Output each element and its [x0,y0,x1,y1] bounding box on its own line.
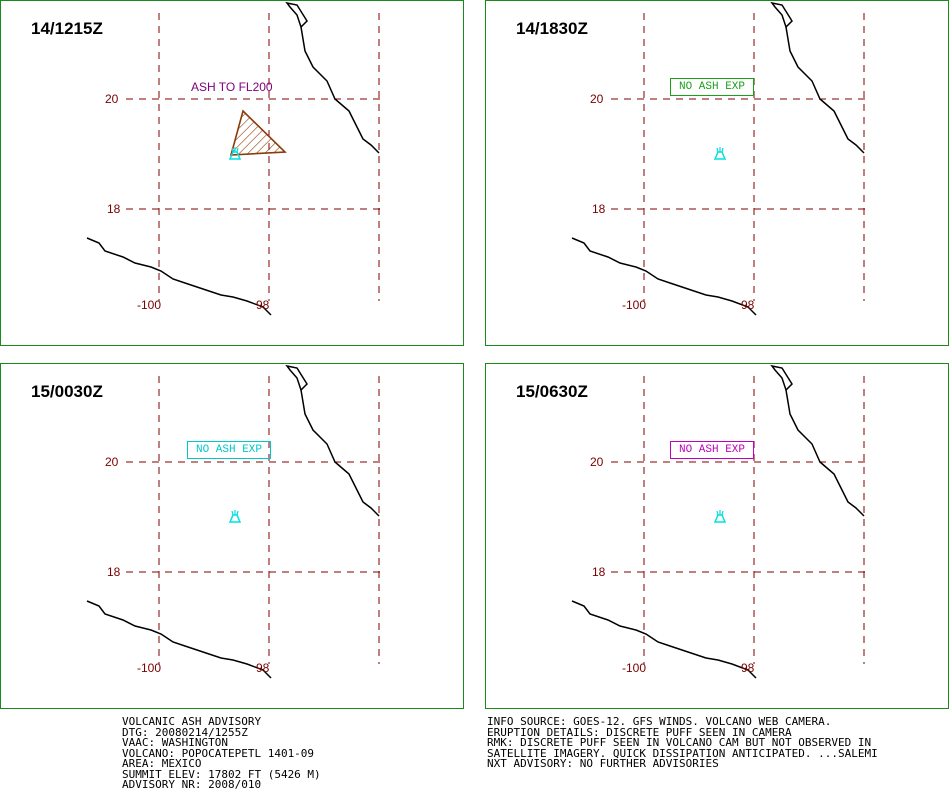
ash-forecast-note: NO ASH EXP [187,441,272,459]
longitude-label-100: -100 [622,661,647,675]
longitude-label-100: -100 [137,298,162,312]
info-source: INFO SOURCE: GOES-12. GFS WINDS. VOLCANO… [487,715,832,728]
longitude-label-100: -100 [622,298,647,312]
forecast-map-panel-4: 15/0630Z 20 18 -100 98 NO ASH EXP [485,363,949,709]
map-canvas [571,364,871,679]
advisory-title: VOLCANIC ASH ADVISORY [122,715,262,728]
forecast-map-panel-3: 15/0030Z 20 18 -100 98 NO ASH EXP [0,363,464,709]
next-advisory: NXT ADVISORY: NO FURTHER ADVISORIES [487,757,719,770]
longitude-label-98: 98 [741,661,755,675]
eruption-details: ERUPTION DETAILS: DISCRETE PUFF SEEN IN … [487,725,792,739]
map-canvas [86,1,386,316]
valid-time-label: 14/1215Z [31,19,103,38]
volcano-icon [228,147,242,160]
latitude-label-18: 18 [592,565,606,579]
remarks-line-2: SATELLITE IMAGERY. QUICK DISSIPATION ANT… [487,746,878,760]
latitude-label-20: 20 [105,455,119,469]
longitude-label-98: 98 [256,661,270,675]
valid-time-label: 15/0030Z [31,382,103,401]
ash-cloud-area [229,109,287,156]
remarks-line-1: RMK: DISCRETE PUFF SEEN IN VOLCANO CAM B… [487,736,872,749]
latitude-label-20: 20 [105,92,119,106]
lat-lon-grid [126,13,386,301]
forecast-map-panel-1: 14/1215Z 20 18 -100 98 ASH TO FL200 [0,0,464,346]
coastline [86,1,380,316]
valid-time-label: 14/1830Z [516,19,588,38]
advisory-area: AREA: MEXICO [122,757,202,770]
volcano-icon [713,147,727,160]
longitude-label-98: 98 [256,298,270,312]
coastline [571,1,865,316]
lat-lon-grid [611,376,871,664]
lat-lon-grid [611,13,871,301]
map-canvas [571,1,871,316]
lat-lon-grid [126,376,386,664]
coastline [571,364,865,679]
latitude-label-18: 18 [107,565,121,579]
advisory-details-block: INFO SOURCE: GOES-12. GFS WINDS. VOLCANO… [487,715,878,770]
advisory-volcano: VOLCANO: POPOCATEPETL 1401-09 [122,746,315,760]
latitude-label-20: 20 [590,455,604,469]
volcano-icon [228,510,242,523]
volcano-icon [713,510,727,523]
ash-forecast-note: NO ASH EXP [670,78,755,96]
coastline [86,364,380,679]
longitude-label-100: -100 [137,661,162,675]
valid-time-label: 15/0630Z [516,382,588,401]
map-canvas [86,364,386,679]
ash-forecast-note: ASH TO FL200 [191,80,273,94]
longitude-label-98: 98 [741,298,755,312]
latitude-label-18: 18 [592,202,606,216]
ash-forecast-note: NO ASH EXP [670,441,755,459]
advisory-dtg: DTG: 20080214/1255Z [122,725,248,739]
latitude-label-18: 18 [107,202,121,216]
advisory-header-block: VOLCANIC ASH ADVISORY DTG: 20080214/1255Z… [122,715,321,791]
latitude-label-20: 20 [590,92,604,106]
forecast-map-panel-2: 14/1830Z 20 18 -100 98 NO ASH EXP [485,0,949,346]
advisory-number: ADVISORY NR: 2008/010 [122,778,262,791]
advisory-vaac: VAAC: WASHINGTON [122,736,228,749]
advisory-summit-elev: SUMMIT ELEV: 17802 FT (5426 M) [122,767,321,781]
